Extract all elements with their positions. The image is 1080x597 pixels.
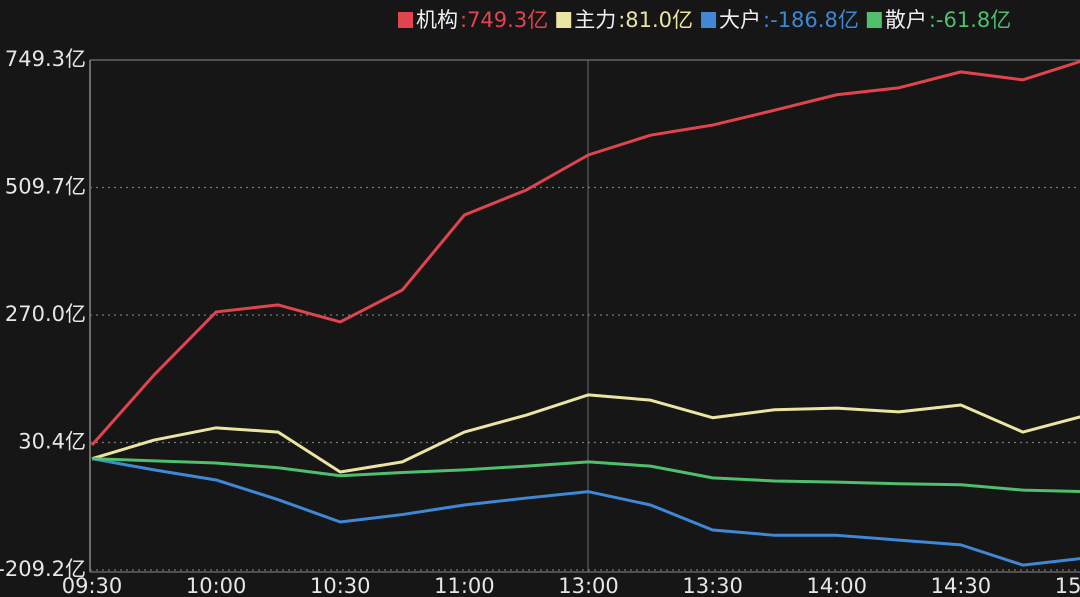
series-line	[91, 457, 1080, 567]
series-line	[90, 60, 1080, 446]
x-tick-label: 11:00	[434, 574, 495, 597]
x-tick-label: 13:30	[682, 574, 743, 597]
y-tick-label: 30.4亿	[18, 430, 86, 454]
legend-swatch	[398, 12, 413, 28]
legend-value: :81.0亿	[618, 8, 693, 32]
legend-name: 散户	[885, 8, 927, 32]
legend-value: :-186.8亿	[763, 8, 859, 32]
x-tick-label: 13:00	[558, 574, 619, 597]
legend-value: :749.3亿	[460, 8, 548, 32]
x-tick-label: 14:30	[931, 574, 992, 597]
x-tick-label: 10:30	[310, 574, 371, 597]
legend-name: 机构	[416, 8, 458, 32]
y-tick-label: 749.3亿	[5, 47, 86, 71]
legend-name: 大户	[719, 8, 761, 32]
legend-swatch	[701, 12, 717, 28]
x-tick-label: 10:00	[186, 574, 247, 597]
x-tick-label: 14:00	[806, 574, 867, 597]
legend-swatch	[866, 12, 882, 28]
legend-name: 主力	[574, 8, 616, 32]
x-tick-label: 15:00	[1055, 574, 1080, 597]
series-line	[91, 393, 1080, 474]
y-tick-label: 270.0亿	[5, 302, 86, 326]
x-tick-label: 09:30	[62, 574, 123, 597]
y-tick-label: -209.2亿	[0, 557, 86, 581]
series-line	[91, 457, 1080, 493]
y-tick-label: 509.7亿	[5, 174, 86, 198]
legend-value: :-61.8亿	[929, 8, 1011, 32]
legend-swatch	[556, 12, 572, 28]
